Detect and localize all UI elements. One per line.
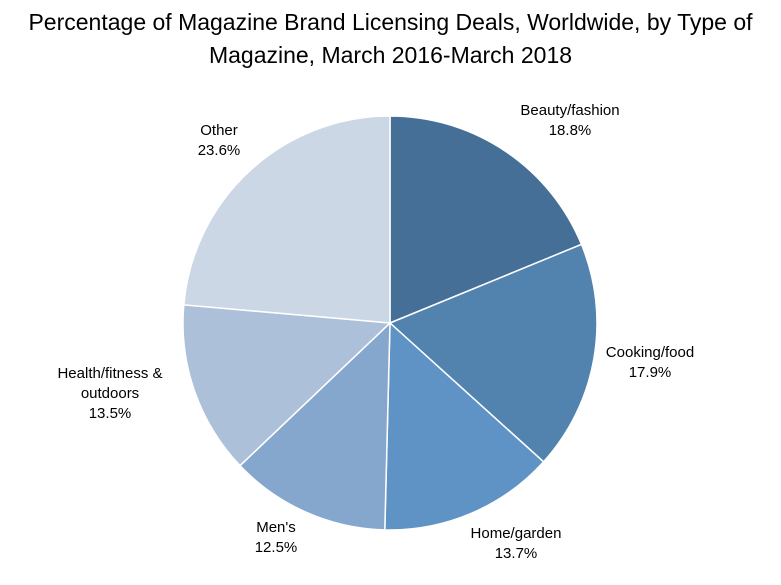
- slice-label-other: Other 23.6%: [198, 122, 241, 159]
- pie-slice-health-fitness-outdoors: [182, 303, 392, 467]
- slice-category: Home/garden: [471, 525, 562, 542]
- slice-category: Other: [200, 122, 238, 139]
- slice-value: 13.7%: [495, 545, 538, 562]
- pie-labels: Beauty/fashion 18.8% Cooking/food 17.9% Home…: [57, 102, 694, 562]
- slice-value: 17.9%: [629, 364, 672, 381]
- pie-slice-men-s: [238, 321, 391, 531]
- slice-value: 13.5%: [89, 405, 132, 422]
- chart-title-line-2: Magazine, March 2016-March 2018: [208, 42, 573, 68]
- slice-category: Men's: [256, 519, 296, 536]
- slice-category: Beauty/fashion: [520, 102, 619, 119]
- chart-title: Percentage of Magazine Brand Licensing D…: [0, 6, 781, 72]
- pie-slice-other: [182, 115, 391, 324]
- chart-title-line-1: Percentage of Magazine Brand Licensing D…: [28, 9, 753, 35]
- pie-slice-beauty-fashion: [389, 115, 583, 325]
- slice-value: 18.8%: [549, 122, 592, 139]
- pie-slice-home-garden: [384, 321, 545, 531]
- pie-slices: [182, 115, 598, 531]
- slice-label-beauty-fashion: Beauty/fashion 18.8%: [520, 102, 619, 139]
- slice-label-health-fitness-outdoors: Health/fitness & outdoors 13.5%: [57, 365, 162, 422]
- slice-label-men-s: Men's 12.5%: [255, 519, 298, 556]
- slice-category: Health/fitness &: [57, 365, 162, 382]
- slice-label-cooking-food: Cooking/food 17.9%: [606, 344, 694, 381]
- slice-label-home-garden: Home/garden 13.7%: [471, 525, 562, 562]
- pie-slice-cooking-food: [388, 243, 598, 463]
- slice-category: outdoors: [81, 385, 139, 402]
- slice-category: Cooking/food: [606, 344, 694, 361]
- slice-value: 12.5%: [255, 539, 298, 556]
- slice-value: 23.6%: [198, 142, 241, 159]
